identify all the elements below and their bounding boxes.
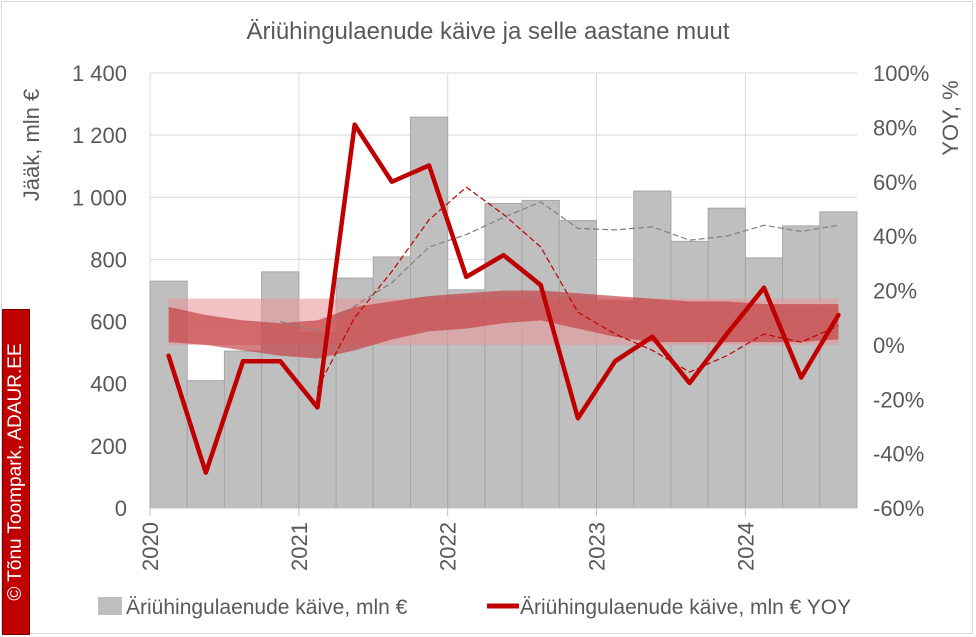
bar [372,256,411,509]
credit-badge: © Tõnu Toompark, ADAUR.EE [2,309,30,635]
legend-bar-label: Äriühingulaenude käive, mln € [126,596,408,619]
legend: Äriühingulaenude käive, mln € Äriühingul… [98,596,851,619]
bar-series [149,116,858,509]
bar [707,207,746,509]
legend-bar-swatch [98,597,122,615]
trend-line [316,186,839,389]
x-tick-label: 2022 [436,522,461,571]
y-tick-label: 1 400 [72,61,127,86]
yoy-line-series [166,122,841,475]
trend-line [280,201,839,332]
y-tick-label: 600 [90,310,127,335]
y-tick-label: 1 200 [72,123,127,148]
y2-tick-label: 80% [873,115,917,140]
y2-tick-label: 100% [873,61,929,86]
x-tick-label: 2024 [733,522,758,571]
y2-tick-label: -20% [873,387,924,412]
bar [521,199,560,509]
range-bands [168,290,839,359]
y-axis-label: Jääk, mln € [19,89,44,202]
chart-title: Äriühingulaenude käive ja selle aastane … [247,18,730,45]
axes: 0 200 400 600 800 1 000 1 200 1 400 -60% -40% -20%… [72,61,929,571]
y-tick-label: 0 [115,496,127,521]
bar [484,203,523,509]
bar [744,257,784,509]
bar [782,225,821,509]
bar [819,211,858,509]
y2-tick-label: 20% [873,279,917,304]
bar [223,350,263,509]
y2-axis-label: YOY, % [938,80,963,155]
bar [558,220,598,509]
y2-tick-label: 40% [873,224,917,249]
bar [670,240,709,509]
x-tick-label: 2021 [287,522,312,571]
y2-tick-label: -40% [873,442,924,467]
x-tick-label: 2020 [138,522,163,571]
bar [298,331,337,509]
x-tick-label: 2023 [585,522,610,571]
bar [186,380,225,509]
y2-tick-label: 60% [873,170,917,195]
yoy-line [166,122,841,475]
legend-line-label: Äriühingulaenude käive, mln € YOY [520,596,851,619]
range-band [168,290,839,359]
y-tick-label: 200 [90,434,127,459]
credit-text: © Tõnu Toompark, ADAUR.EE [5,343,26,601]
y2-tick-label: -60% [873,496,924,521]
y-tick-label: 1 000 [72,185,127,210]
y2-tick-label: 0% [873,333,905,358]
y-tick-label: 800 [90,247,127,272]
y-tick-label: 400 [90,372,127,397]
trend-lines [280,186,839,389]
